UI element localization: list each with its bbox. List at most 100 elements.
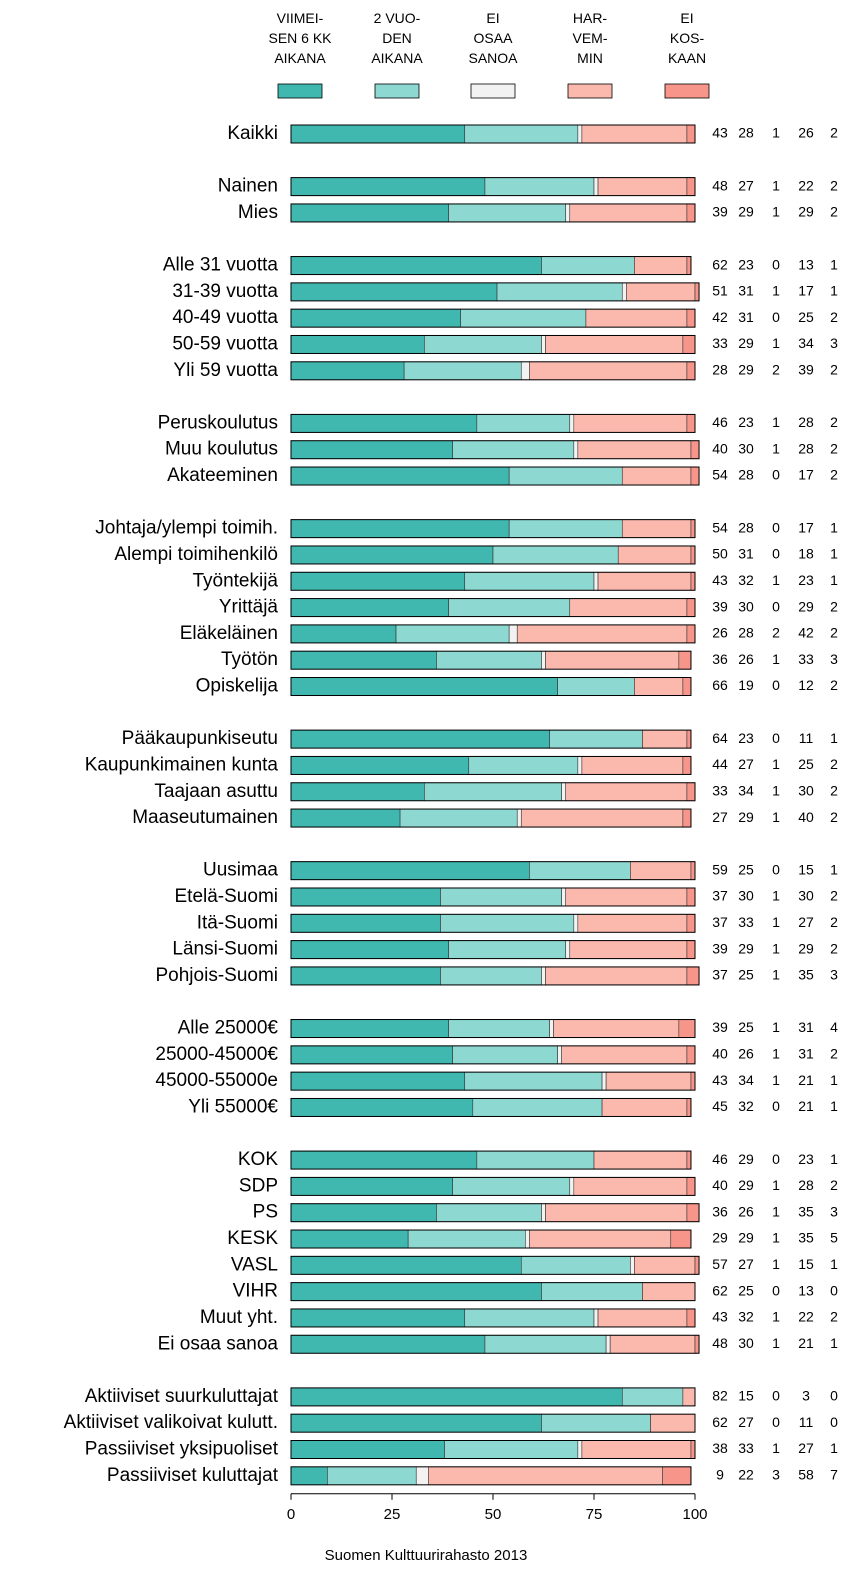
bar-outline — [290, 887, 696, 907]
bar-outline — [290, 624, 696, 644]
bar-segment — [601, 1098, 688, 1117]
value-label: 2 — [830, 598, 838, 614]
bar-segment — [690, 466, 700, 486]
value-label: 29 — [738, 1151, 754, 1167]
bar-segment — [290, 1177, 453, 1196]
bar-outline — [290, 782, 696, 802]
bar-segment — [290, 1098, 474, 1117]
bar-segment — [686, 1045, 696, 1065]
value-label: 2 — [830, 125, 838, 141]
bar-segment — [440, 887, 562, 907]
category-label: Länsi-Suomi — [172, 939, 278, 960]
value-label: 22 — [738, 1467, 754, 1483]
bar-segment — [508, 624, 518, 644]
bar-segment — [290, 756, 470, 775]
value-label: 31 — [738, 309, 754, 325]
value-label: 30 — [738, 888, 754, 904]
value-label: 30 — [738, 1335, 754, 1351]
value-label: 35 — [798, 967, 814, 983]
value-label: 31 — [738, 283, 754, 299]
bar-segment — [569, 414, 575, 433]
bar-segment — [440, 913, 575, 933]
bar-segment — [650, 1413, 696, 1433]
bar-segment — [694, 1334, 700, 1354]
value-label: 43 — [712, 1309, 728, 1325]
bar-segment — [577, 440, 692, 460]
value-label: 22 — [798, 1309, 814, 1325]
bar-outline — [290, 1255, 700, 1275]
bar-segment — [593, 1150, 688, 1170]
bar-segment — [290, 466, 510, 486]
value-label: 9 — [716, 1467, 724, 1483]
value-label: 33 — [712, 335, 728, 351]
bar-outline — [290, 282, 700, 302]
value-label: 1 — [830, 546, 838, 562]
bar-segment — [694, 1256, 700, 1275]
value-label: 2 — [830, 309, 838, 325]
bar-segment — [609, 1334, 696, 1354]
value-label: 25 — [738, 1019, 754, 1035]
category-label: Johtaja/ylempi toimih. — [95, 518, 278, 539]
value-label: 1 — [772, 1230, 780, 1246]
bar-segment — [686, 782, 696, 802]
bar-segment — [290, 414, 478, 433]
value-label: 26 — [738, 1203, 754, 1219]
bar-segment — [476, 414, 571, 433]
bar-outline — [290, 1440, 696, 1459]
bar-segment — [464, 1071, 603, 1091]
value-label: 1 — [772, 572, 780, 588]
bar-segment — [440, 966, 542, 986]
bar-outline — [290, 1387, 696, 1407]
value-label: 26 — [738, 1046, 754, 1062]
bar-segment — [690, 545, 696, 565]
value-label: 3 — [830, 335, 838, 351]
bar-segment — [686, 729, 692, 749]
bar-segment — [686, 1203, 700, 1223]
bar-segment — [577, 913, 688, 933]
value-label: 58 — [798, 1467, 814, 1483]
value-label: 50 — [712, 546, 728, 562]
bar-segment — [690, 519, 696, 538]
category-label: VASL — [231, 1254, 278, 1275]
bar-segment — [597, 571, 692, 591]
bar-segment — [516, 808, 522, 828]
bar-segment — [682, 335, 696, 354]
bar-segment — [529, 861, 631, 880]
bar-segment — [290, 1150, 478, 1170]
value-label: 27 — [738, 756, 754, 772]
category-label: KOK — [238, 1149, 278, 1170]
bar-segment — [634, 677, 684, 696]
bar-segment — [290, 361, 405, 381]
category-label: 25000-45000€ — [155, 1044, 278, 1065]
x-tick-label: 100 — [682, 1506, 707, 1523]
category-label: Kaikki — [227, 123, 278, 144]
value-label: 1 — [830, 730, 838, 746]
value-label: 54 — [712, 467, 728, 483]
bar-segment — [541, 335, 546, 354]
bar-segment — [448, 203, 567, 223]
value-label: 0 — [772, 256, 780, 272]
value-label: 0 — [772, 598, 780, 614]
bar-segment — [448, 940, 567, 959]
value-label: 31 — [738, 546, 754, 562]
bar-segment — [569, 1177, 575, 1196]
bar-segment — [626, 282, 696, 302]
bar-segment — [290, 1282, 542, 1301]
bar-segment — [448, 1019, 550, 1038]
value-label: 29 — [798, 940, 814, 956]
value-label: 1 — [772, 1203, 780, 1219]
category-label: 40-49 vuotta — [172, 307, 278, 328]
value-label: 15 — [738, 1388, 754, 1404]
bar-segment — [682, 1387, 696, 1407]
value-label: 2 — [830, 756, 838, 772]
bar-outline — [290, 1176, 696, 1196]
category-label: Aktiiviset valikoivat kulutt. — [64, 1412, 278, 1433]
value-label: 40 — [798, 809, 814, 825]
bar-segment — [541, 1282, 643, 1301]
bar-segment — [682, 756, 692, 775]
bar-outline — [290, 1071, 696, 1091]
bar-segment — [686, 308, 696, 328]
bar-segment — [593, 571, 599, 591]
